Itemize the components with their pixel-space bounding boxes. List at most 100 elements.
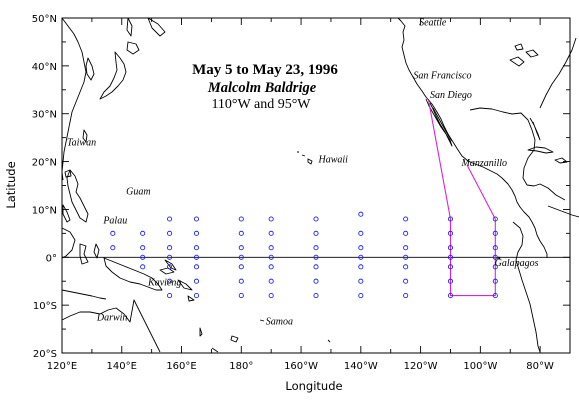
ctd-station-marker [268,230,274,236]
north-america-coast [397,17,548,258]
y-tick-label: 40°N [32,62,57,73]
sulawesi [79,243,89,265]
ctd-station-marker [193,254,200,260]
y-tick-label: 0° [46,253,57,264]
y-tick-label: 50°N [32,14,57,25]
taiwan-island [82,129,88,143]
hawaii-islands [297,151,313,165]
ctd-station-marker [447,216,454,222]
x-tick-label: 80°W [526,361,554,372]
ctd-station-marker [492,254,498,260]
cruise-track-line [428,100,496,297]
halmahera [93,243,100,259]
ctd-station-marker [403,216,409,222]
place-label: Samoa [266,316,293,327]
asia-coast [61,17,87,181]
ctd-station-marker [403,245,409,251]
vanuatu [199,327,203,337]
ctd-station-marker [193,264,200,270]
ctd-station-marker [358,264,364,270]
x-tick-label: 180° [229,361,253,372]
place-label: Palau [102,215,127,226]
palawan [62,204,71,223]
ctd-station-marker [358,211,364,217]
ctd-station-marker [193,230,200,236]
y-tick-label: 30°N [32,110,57,121]
place-label: San Francisco [413,70,471,81]
ctd-station-marker [313,264,319,270]
ctd-station-marker [403,254,409,260]
new-caledonia [211,347,219,353]
ctd-station-marker [110,245,116,251]
ctd-station-marker [268,254,274,260]
x-tick-label: 100°W [463,361,497,372]
ctd-station-marker [140,230,146,236]
hainan [64,169,72,178]
place-label: Guam [126,187,150,198]
ctd-station-marker [238,230,244,236]
great-lakes [509,43,539,67]
ctd-station-marker [167,230,173,236]
ctd-station-marker [140,264,146,270]
tahiti [327,339,331,343]
x-tick-label: 160°W [284,361,318,372]
title-longitudes: 110°W and 95°W [211,97,311,112]
new-guinea [103,257,163,291]
ctd-station-marker [492,230,498,236]
ctd-station-marker [447,278,454,284]
korea [85,57,95,81]
title-dates: May 5 to May 23, 1996 [192,62,338,78]
ctd-station-marker [313,278,319,284]
ctd-station-marker [110,230,116,236]
x-tick-label: 140°W [344,361,378,372]
ctd-station-marker [492,216,498,222]
ctd-station-marker [193,278,200,284]
ctd-station-marker [358,254,364,260]
ctd-station-marker [313,216,319,222]
ctd-station-marker [358,245,364,251]
borneo [61,227,76,259]
ctd-station-marker [492,264,498,270]
ctd-station-marker [238,254,244,260]
australia [61,299,161,353]
ctd-station-marker [167,293,173,299]
ctd-station-marker [140,245,146,251]
x-tick-label: 160°E [166,361,196,372]
y-axis-title: Latitude [4,161,18,208]
ctd-station-marker [313,245,319,251]
place-label: Galapagos [495,258,539,269]
ctd-station-marker [167,264,173,270]
ctd-station-marker [268,264,274,270]
ctd-station-marker [447,264,454,270]
cuba [527,146,554,154]
ctd-station-marker [268,216,274,222]
place-label: Hawaii [318,155,349,166]
ctd-station-marker [492,245,498,251]
coastlines [61,17,579,353]
place-label: Manzanillo [461,158,508,169]
philippines [66,169,89,223]
ctd-station-marker [268,245,274,251]
java-timor [61,289,107,300]
title-ship: Malcolm Baldrige [207,80,317,96]
hispaniola [554,157,568,164]
ctd-station-marker [358,230,364,236]
x-axis-title: Longitude [285,379,342,393]
gulf-of-california [432,107,453,142]
new-britain [159,267,175,275]
kamchatka [147,17,166,37]
x-tick-label: 140°E [107,361,137,372]
y-tick-label: 10°N [32,205,57,216]
ctd-station-marker [140,254,146,260]
ctd-station-marker [447,230,454,236]
ctd-station-marker [238,278,244,284]
x-tick-label: 120°E [47,361,77,372]
south-america-north [547,205,579,218]
y-tick-label: 20°N [32,158,57,169]
ctd-station-marker [403,230,409,236]
ctd-station-marker [193,245,200,251]
place-label: San Diego [430,90,472,101]
x-tick-label: 120°W [404,361,438,372]
y-tick-label: 10°S [33,301,57,312]
